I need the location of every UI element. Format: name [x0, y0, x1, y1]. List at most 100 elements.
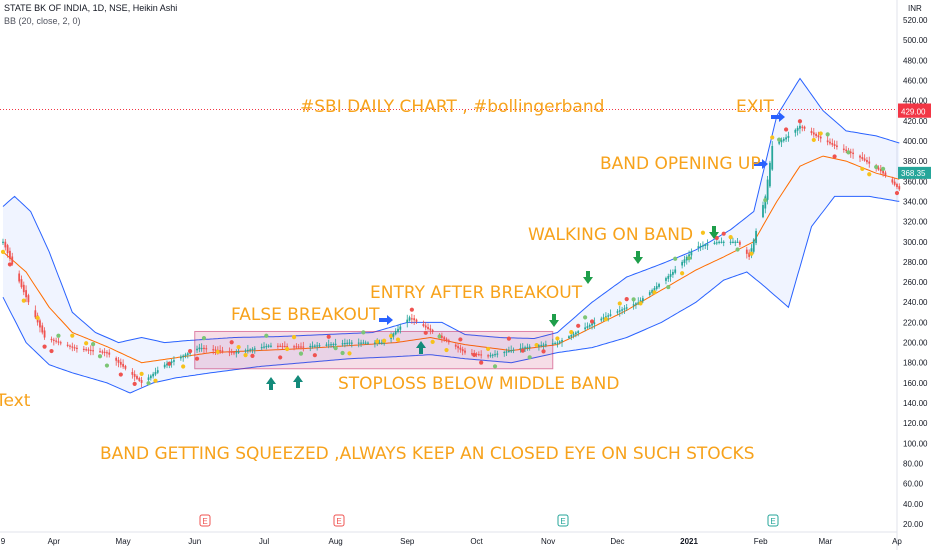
y-tick-label: 100.00 — [903, 439, 928, 448]
candle-body — [528, 346, 531, 348]
signal-dot — [0, 249, 6, 254]
candle-body — [487, 355, 489, 357]
signal-dot — [188, 349, 193, 354]
event-marker-icon — [767, 514, 779, 527]
candle-body — [868, 161, 871, 164]
candle-body — [593, 322, 596, 325]
candle-body — [173, 360, 175, 362]
signal-dot — [42, 344, 47, 349]
signal-dot — [139, 371, 144, 376]
candle-body — [877, 167, 880, 170]
candle-body — [884, 172, 887, 176]
signal-dot — [153, 378, 158, 383]
candle-body — [140, 380, 143, 383]
x-tick-label: Nov — [541, 537, 555, 546]
candle-body — [85, 349, 88, 351]
y-tick-label: 220.00 — [903, 318, 928, 327]
y-tick-label: 300.00 — [903, 238, 928, 247]
candle-body — [475, 353, 478, 355]
event-marker-label: E — [202, 517, 207, 526]
upper-band-line — [2, 77, 900, 344]
signal-dot — [291, 335, 297, 340]
candle-body — [510, 350, 513, 352]
candle-body — [454, 344, 457, 347]
signal-dot — [361, 330, 366, 335]
candle-body — [133, 374, 136, 377]
candle-body — [166, 363, 168, 366]
candle-body — [715, 242, 718, 244]
event-marker-label: E — [560, 517, 565, 526]
candle-body — [780, 140, 783, 143]
candle-body — [27, 295, 30, 303]
signal-dot — [617, 301, 622, 306]
y-tick-label: 240.00 — [903, 298, 928, 307]
candle-body — [625, 307, 628, 309]
candle-body — [690, 251, 693, 256]
signal-dot — [603, 317, 609, 322]
signal-dot — [90, 342, 96, 347]
candle-body — [424, 325, 427, 328]
candle-body — [82, 348, 85, 351]
signal-dot — [818, 131, 823, 136]
candle-body — [507, 350, 510, 353]
candle-body — [494, 354, 496, 356]
candle-body — [699, 245, 702, 247]
candle-body — [59, 342, 62, 344]
signal-dot — [278, 355, 283, 360]
walking-arrow-2-icon — [709, 226, 719, 239]
candle-body — [279, 345, 282, 348]
candle-body — [755, 230, 757, 244]
candle-body — [794, 129, 797, 133]
candle-body — [651, 290, 654, 293]
candle-body — [99, 351, 101, 353]
candle-body — [9, 250, 11, 259]
breakout-arrow-icon — [549, 314, 559, 327]
signal-dot — [388, 333, 394, 339]
candle-body — [632, 304, 635, 306]
candle-body — [706, 244, 709, 246]
indicator-legend[interactable]: BB (20, close, 2, 0) — [4, 16, 81, 26]
candle-body — [154, 371, 157, 375]
candle-body — [748, 252, 751, 257]
candle-body — [810, 131, 813, 134]
candle-body — [415, 319, 418, 322]
candle-body — [558, 341, 561, 343]
candle-body — [503, 351, 506, 354]
candle-body — [588, 324, 591, 327]
candle-body — [526, 346, 529, 349]
candle-body — [655, 286, 658, 289]
candle-body — [39, 320, 41, 328]
candle-body — [309, 345, 312, 348]
candle-body — [422, 324, 425, 327]
candle-body — [350, 342, 353, 344]
candle-body — [327, 344, 330, 346]
current-price-tag-bg — [898, 166, 931, 179]
candle-body — [20, 279, 23, 288]
candle-body — [879, 169, 882, 172]
candle-body — [704, 244, 707, 246]
candle-body — [152, 373, 155, 377]
signal-dot — [881, 166, 886, 171]
signal-dot — [867, 172, 872, 177]
x-tick-label: 9 — [1, 537, 6, 546]
candle-body — [313, 345, 316, 347]
candle-body — [295, 346, 298, 348]
candle-body — [364, 342, 367, 344]
annotation-text-stub: Text — [0, 391, 31, 411]
signal-dot — [409, 307, 414, 312]
candle-body — [6, 245, 9, 254]
signal-dot — [486, 346, 491, 352]
candle-body — [491, 354, 494, 356]
signal-dot — [229, 340, 234, 345]
candle-body — [163, 364, 166, 368]
candle-body — [318, 345, 321, 347]
y-tick-label: 140.00 — [903, 399, 928, 408]
candle-body — [25, 290, 27, 298]
current-price-tag: 368.35 — [901, 169, 926, 178]
candle-body — [270, 345, 272, 347]
candle-body — [101, 351, 104, 353]
signal-dot — [243, 353, 248, 358]
signal-dot — [298, 351, 304, 356]
band-fill — [3, 78, 900, 393]
